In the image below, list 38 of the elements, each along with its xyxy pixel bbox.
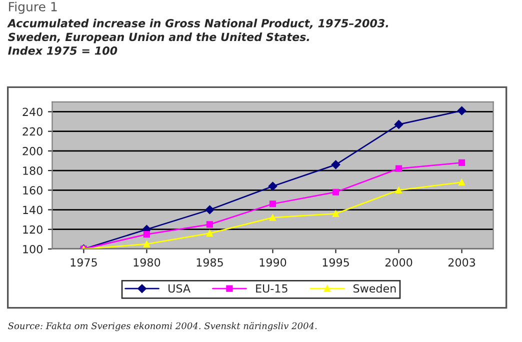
chart-title: Accumulated increase in Gross National Product, 1975–2003. Sweden, European Union and the United States. Index 1975 = 100 [7,18,388,55]
point [332,210,340,217]
x-tick-label: 1985 [196,258,223,267]
point [332,188,340,196]
point [269,214,276,221]
point [205,205,214,214]
y-tick-label: 140 [23,206,42,214]
point [206,230,214,237]
x-tick-label: 2003 [448,258,476,267]
point [394,120,404,129]
x-tick-label: 1975 [70,258,97,267]
point [331,160,340,170]
y-tick-label: 160 [23,186,42,195]
point [143,230,150,238]
point [458,179,466,186]
y-tick-label: 180 [23,166,42,175]
x-tick-label: 1995 [322,258,349,267]
y-tick-label: 240 [22,108,42,116]
caption: Figure 1 [9,2,57,14]
point [269,200,276,208]
point [458,159,466,166]
x-tick-label: 1980 [134,258,160,267]
source-note: Source: Fakta om Sveriges ekonomi 2004. Svenskt näringsliv 2004. [8,322,317,332]
legend-label: EU-15 [256,284,288,293]
point [268,182,278,191]
x-tick-label: 2000 [385,258,412,267]
point [395,186,402,194]
legend-label: USA [168,284,190,293]
y-tick-label: 100 [23,244,42,254]
point [206,221,214,228]
y-tick-label: 220 [22,127,42,136]
y-tick-label: 120 [23,225,42,234]
point [457,106,466,116]
legend-label: Sweden [353,284,396,293]
point [143,240,150,248]
point [395,165,402,172]
x-tick-label: 1990 [260,258,286,267]
y-tick-label: 200 [22,146,42,156]
